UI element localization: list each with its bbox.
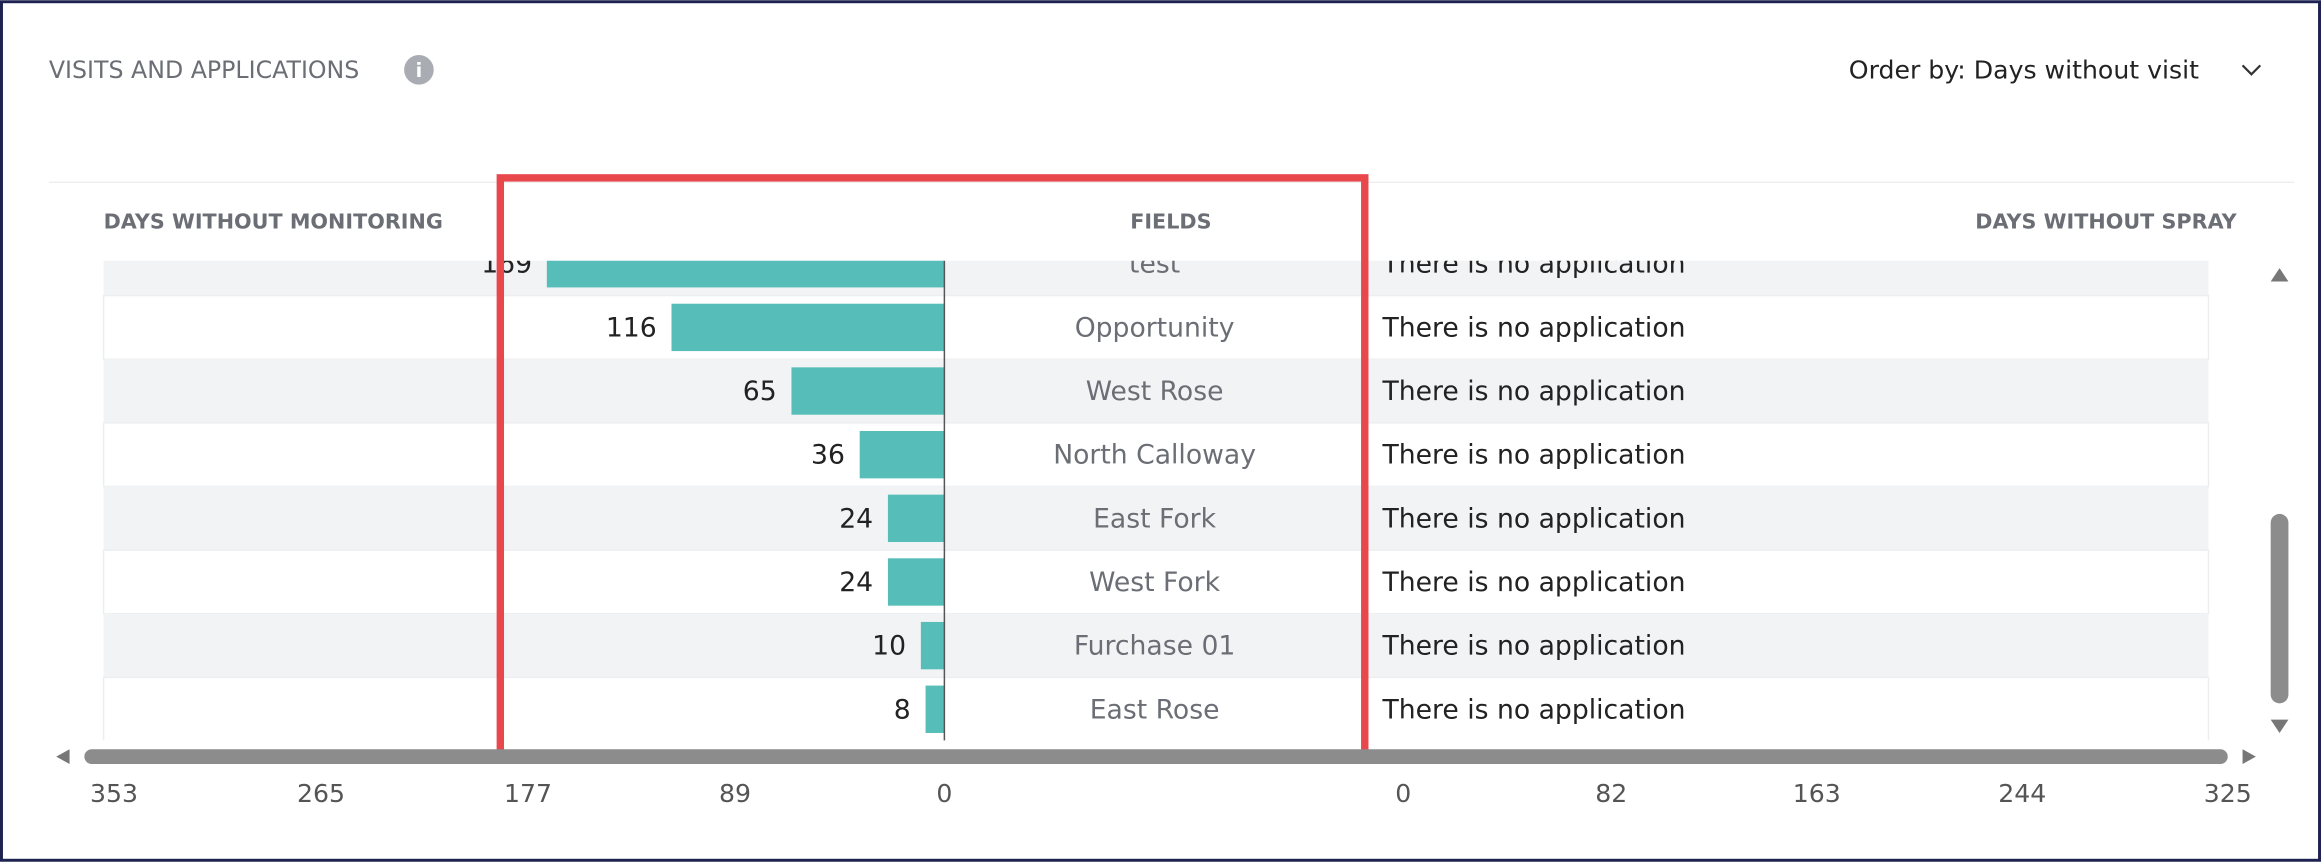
v-scrollbar[interactable]	[2270, 513, 2289, 704]
right-column-header: DAYS WITHOUT SPRAY	[1975, 209, 2237, 233]
value-label: 65	[743, 376, 777, 407]
value-label: 10	[872, 631, 906, 662]
field-name: East Fork	[1093, 503, 1217, 534]
field-name: North Calloway	[1053, 440, 1256, 471]
bar	[859, 431, 945, 479]
spray-label: There is no application	[1382, 694, 1686, 725]
field-name: East Rose	[1090, 694, 1220, 725]
value-label: 116	[606, 312, 657, 343]
field-name: Furchase 01	[1074, 631, 1236, 662]
field-name: West Fork	[1089, 567, 1221, 598]
left-column-header: DAYS WITHOUT MONITORING	[104, 209, 443, 233]
x2-tick-label: 163	[1793, 779, 1841, 808]
info-glyph: i	[416, 59, 423, 82]
x2-tick-label: 0	[1395, 779, 1411, 808]
x-tick-label: 265	[297, 779, 345, 808]
axes: 353 265 177 89 0 0 82 163 244 325	[90, 779, 2252, 808]
x-tick-label: 353	[90, 779, 138, 808]
spray-label: There is no application	[1382, 376, 1686, 407]
bar	[791, 367, 945, 415]
scroll-up[interactable]	[2270, 268, 2289, 282]
bar	[920, 621, 945, 670]
x2-tick-label: 244	[1998, 779, 2046, 808]
spray-label: There is no application	[1382, 503, 1686, 534]
rows: 169 test There is no application 116 Opportu…	[102, 249, 2210, 741]
row-band	[103, 486, 2209, 551]
value-label: 8	[894, 694, 911, 725]
x2-tick-label: 325	[2204, 779, 2252, 808]
field-name: West Rose	[1086, 376, 1224, 407]
spray-label: There is no application	[1382, 631, 1686, 662]
bar	[887, 494, 945, 543]
value-label: 36	[811, 440, 845, 471]
scroll-left[interactable]	[56, 749, 70, 765]
panel-title: VISITS AND APPLICATIONS	[49, 56, 359, 84]
x-tick-label: 89	[719, 779, 751, 808]
order-by[interactable]: Order by: Days without visit	[1849, 55, 2199, 84]
spray-label: There is no application	[1382, 440, 1686, 471]
row-band	[103, 613, 2209, 678]
x2-tick-label: 82	[1595, 779, 1627, 808]
scroll-right[interactable]	[2242, 749, 2256, 765]
field-name: test	[1129, 249, 1180, 280]
bar	[887, 558, 945, 606]
value-label: 24	[839, 567, 873, 598]
row-band	[103, 260, 2209, 296]
row-band	[102, 676, 2210, 741]
spray-label: There is no application	[1382, 312, 1686, 343]
center-column-header: FIELDS	[1130, 209, 1211, 233]
bar	[671, 303, 945, 352]
dropdown-chevron[interactable]	[2241, 64, 2262, 76]
x-tick-label: 177	[504, 779, 552, 808]
x-tick-label: 0	[936, 779, 952, 808]
info-icon[interactable]	[404, 55, 434, 85]
scroll-down[interactable]	[2270, 719, 2289, 733]
spray-label: There is no application	[1382, 249, 1686, 280]
field-name: Opportunity	[1075, 312, 1235, 343]
row-band	[102, 294, 2210, 360]
spray-label: There is no application	[1382, 567, 1686, 598]
h-scrollbar[interactable]	[84, 749, 2228, 765]
value-label: 169	[481, 249, 532, 280]
bar	[925, 685, 945, 733]
value-label: 24	[839, 503, 873, 534]
bar	[546, 260, 945, 288]
row-band	[103, 359, 2209, 423]
